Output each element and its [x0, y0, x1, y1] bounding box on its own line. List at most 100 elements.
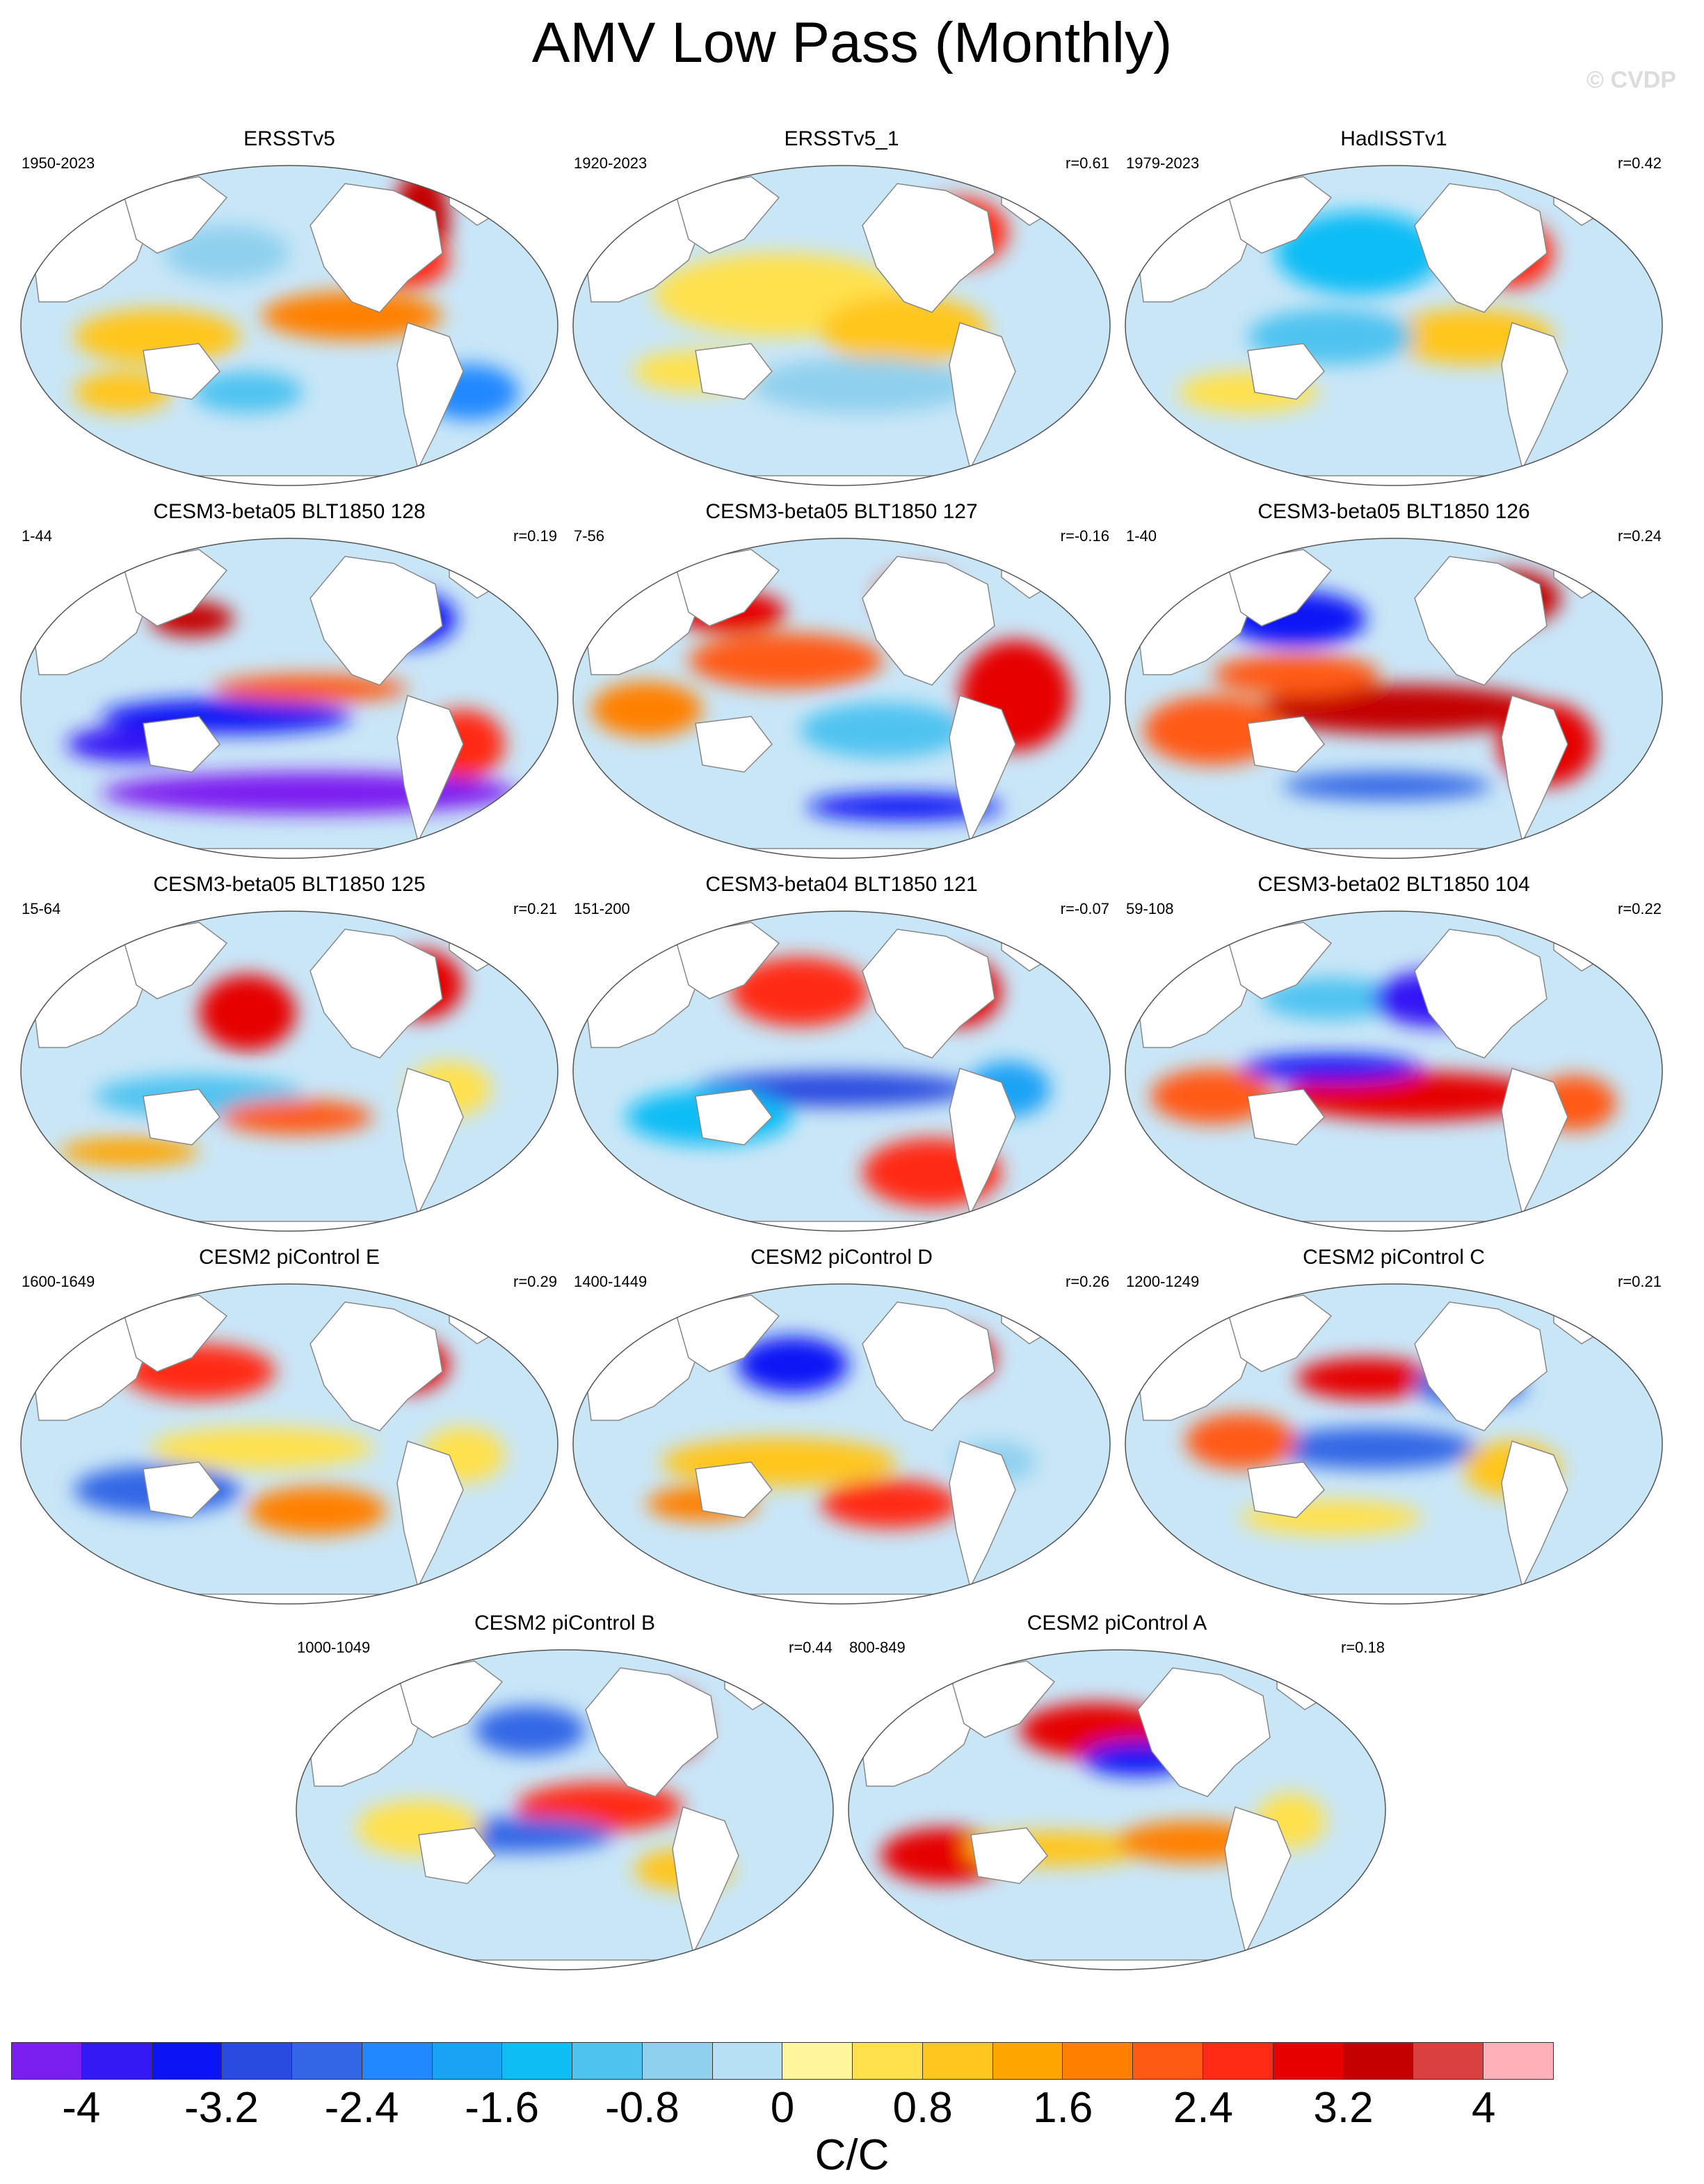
- map-panel: CESM3-beta02 BLT1850 104 59-108 r=0.22: [1123, 872, 1665, 1234]
- panel-title: CESM2 piControl C: [1303, 1246, 1485, 1269]
- land-mass: [674, 549, 780, 627]
- panel-correlation: r=0.18: [1341, 1639, 1385, 1656]
- panel-title: CESM3-beta05 BLT1850 127: [705, 500, 978, 523]
- colorbar-tick-label: 1.6: [1033, 2084, 1093, 2132]
- ocean-anomaly-map: [1125, 165, 1663, 486]
- land-mass: [1414, 1301, 1548, 1431]
- colorbar-swatch: [1484, 2043, 1553, 2079]
- land-mass: [21, 475, 558, 485]
- land-mass: [862, 183, 995, 313]
- panel-title: CESM3-beta04 BLT1850 121: [705, 873, 978, 896]
- anomaly-region: [262, 291, 442, 340]
- panel-correlation: r=0.26: [1066, 1273, 1109, 1290]
- land-mass: [1247, 1089, 1325, 1146]
- land-mass: [310, 1301, 443, 1431]
- colorbar-swatch: [12, 2043, 82, 2079]
- map-panel: CESM3-beta05 BLT1850 125 15-64 r=0.21: [18, 872, 561, 1234]
- colorbar-tick-label: 3.2: [1313, 2084, 1374, 2132]
- land-mass: [862, 556, 995, 686]
- land-mass: [21, 1221, 558, 1231]
- colorbar-swatch: [642, 2043, 713, 2079]
- ocean-anomaly-map: [572, 1283, 1111, 1605]
- land-mass: [122, 176, 228, 254]
- panel-year-range: 800-849: [849, 1639, 906, 1656]
- ocean-anomaly-map: [1125, 1283, 1663, 1605]
- anomaly-region: [1269, 1427, 1477, 1469]
- land-mass: [1125, 475, 1662, 485]
- anomaly-region: [1283, 1072, 1547, 1121]
- panel-title: HadISSTv1: [1340, 127, 1447, 150]
- panel-year-range: 1200-1249: [1126, 1273, 1200, 1290]
- land-mass: [849, 1959, 1385, 1970]
- panel-year-range: 151-200: [574, 900, 630, 917]
- land-mass: [1414, 183, 1548, 313]
- colorbar-swatch: [222, 2043, 293, 2079]
- panel-correlation: r=0.19: [513, 527, 557, 545]
- colorbar-tick-label: 2.4: [1173, 2084, 1234, 2132]
- colorbar-swatch: [362, 2043, 433, 2079]
- land-mass: [122, 549, 228, 627]
- map-border: [572, 910, 1111, 1232]
- colorbar-tick-label: -4: [62, 2084, 101, 2132]
- ocean-anomaly-map: [20, 538, 558, 859]
- map-border: [20, 910, 558, 1232]
- panel-correlation: r=-0.07: [1060, 900, 1109, 917]
- anomaly-region: [1150, 1068, 1276, 1124]
- map-panel: CESM2 piControl C 1200-1249 r=0.21: [1123, 1245, 1665, 1607]
- land-mass: [573, 475, 1110, 485]
- ocean-anomaly-map: [20, 910, 558, 1232]
- colorbar-swatch: [1133, 2043, 1204, 2079]
- map-panel: ERSSTv5_1 1920-2023 r=0.61: [570, 127, 1113, 488]
- anomaly-region: [199, 974, 296, 1051]
- anomaly-region: [74, 371, 171, 413]
- ocean-anomaly-map: [1125, 910, 1663, 1232]
- ocean-anomaly-map: [572, 910, 1111, 1232]
- colorbar-swatch: [853, 2043, 923, 2079]
- colorbar-tick-label: 0.8: [892, 2084, 953, 2132]
- map-border: [1125, 538, 1663, 859]
- anomaly-region: [164, 225, 289, 281]
- land-mass: [1247, 716, 1325, 773]
- colorbar-swatch: [81, 2043, 152, 2079]
- land-mass: [573, 1593, 1110, 1604]
- land-mass: [1137, 1667, 1271, 1797]
- map-panel: CESM2 piControl A 800-849 r=0.18: [846, 1611, 1388, 1973]
- ocean-anomaly-map: [20, 165, 558, 486]
- colorbar-swatch: [922, 2043, 993, 2079]
- anomaly-region: [1255, 685, 1547, 734]
- panel-correlation: r=0.24: [1618, 527, 1662, 545]
- panel-correlation: r=0.22: [1618, 900, 1662, 917]
- map-panel: ERSSTv5 1950-2023: [18, 127, 561, 488]
- map-border: [848, 1649, 1386, 1970]
- land-mass: [1226, 549, 1333, 627]
- map-border: [1125, 165, 1663, 486]
- land-mass: [695, 1089, 773, 1146]
- anomaly-region: [248, 1486, 387, 1535]
- land-mass: [21, 1593, 558, 1604]
- panel-year-range: 1000-1049: [297, 1639, 371, 1656]
- anomaly-region: [220, 1100, 373, 1134]
- colorbar-swatch: [1273, 2043, 1344, 2079]
- map-border: [20, 165, 558, 486]
- land-mass: [296, 1959, 833, 1970]
- map-panel: CESM3-beta05 BLT1850 127 7-56 r=-0.16: [570, 499, 1113, 861]
- panel-year-range: 1600-1649: [22, 1273, 95, 1290]
- cvdp-watermark: © CVDP: [1586, 67, 1676, 93]
- anomaly-region: [150, 1427, 373, 1469]
- land-mass: [143, 716, 220, 773]
- colorbar-swatch: [432, 2043, 503, 2079]
- colorbar-swatch: [1413, 2043, 1484, 2079]
- anomaly-region: [1283, 772, 1491, 800]
- panel-title: ERSSTv5_1: [784, 127, 899, 150]
- panel-correlation: r=0.42: [1618, 154, 1662, 172]
- anomaly-region: [1185, 1413, 1296, 1469]
- land-mass: [674, 176, 780, 254]
- panel-title: CESM3-beta05 BLT1850 126: [1257, 500, 1530, 523]
- land-mass: [396, 695, 464, 844]
- land-mass: [949, 1068, 1016, 1217]
- map-panel: CESM3-beta05 BLT1850 126 1-40 r=0.24: [1123, 499, 1665, 861]
- panel-title: CESM2 piControl B: [474, 1612, 656, 1635]
- panel-year-range: 1979-2023: [1126, 154, 1200, 172]
- panel-correlation: r=-0.16: [1060, 527, 1109, 545]
- anomaly-region: [213, 675, 408, 702]
